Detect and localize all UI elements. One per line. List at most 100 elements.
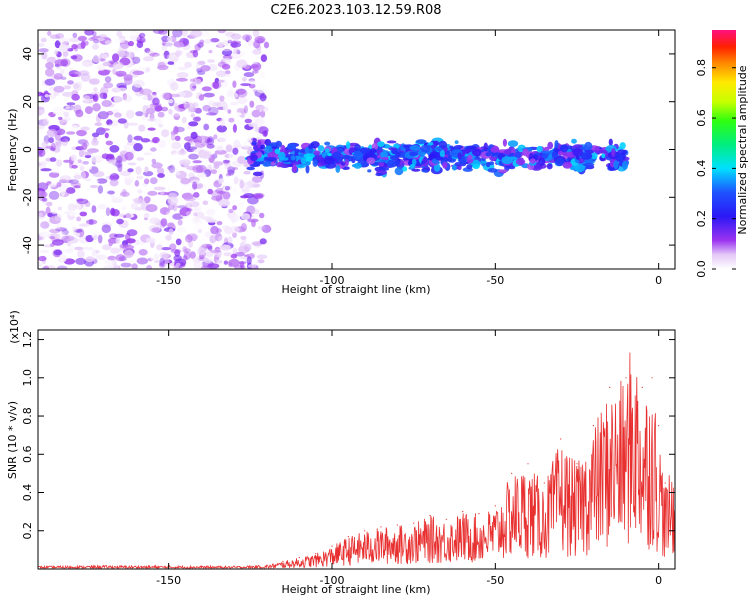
spectrogram-blob <box>176 72 189 79</box>
spectrogram-blob <box>240 83 252 87</box>
spectrogram-blob <box>205 218 217 223</box>
spectrogram-blob <box>234 252 245 257</box>
spectrogram-blob <box>633 0 637 4</box>
spectrogram-blob <box>251 114 262 124</box>
spectrogram-blob <box>208 106 219 116</box>
spectrogram-blob <box>212 81 220 89</box>
spectrogram-blob <box>259 93 267 102</box>
spectrogram-blob <box>53 145 61 153</box>
spectrogram-blob <box>125 51 134 58</box>
spectrogram-blob <box>151 227 161 233</box>
spectrogram-blob <box>447 154 452 163</box>
spectrogram-blob <box>109 174 114 181</box>
spectrogram-blob <box>154 105 163 112</box>
spectrogram-xtick-label: 0 <box>655 274 662 287</box>
spectrogram-blob <box>659 0 668 4</box>
spectrogram-blob <box>194 107 202 114</box>
spectrogram-blob <box>38 210 46 217</box>
spectrogram-blob <box>206 138 213 143</box>
spectrogram-blob <box>290 155 296 161</box>
spectrogram-blob <box>232 167 238 170</box>
spectrogram-blob <box>228 152 233 161</box>
spectrogram-blob <box>61 138 69 147</box>
spectrogram-blob <box>246 205 256 215</box>
spectrogram-blob <box>75 80 84 85</box>
spectrogram-blob <box>402 144 409 148</box>
spectrogram-blob <box>195 164 207 173</box>
spectrogram-blob <box>457 152 462 160</box>
spectrogram-blob <box>483 142 488 152</box>
spectrogram-blob <box>221 181 230 187</box>
spectrogram-blob <box>168 93 181 98</box>
spectrogram-blob <box>166 211 171 216</box>
spectrogram-blob <box>202 104 211 112</box>
spectrogram-blob <box>657 0 665 2</box>
spectrogram-blob <box>58 37 71 44</box>
spectrogram-blob <box>300 157 307 164</box>
snr-data-point <box>592 425 594 427</box>
spectrogram-blob <box>639 0 649 3</box>
spectrogram-blob <box>58 254 67 263</box>
spectrogram-blob <box>292 164 297 173</box>
spectrogram-blob <box>42 244 54 248</box>
spectrogram-blob <box>466 145 476 151</box>
snr-ytick-label: 0.2 <box>21 522 34 540</box>
spectrogram-blob <box>150 177 158 185</box>
spectrogram-blob <box>143 56 155 62</box>
spectrogram-blob <box>244 118 252 124</box>
spectrogram-blob <box>210 38 220 43</box>
spectrogram-blob <box>170 132 176 141</box>
spectrogram-blob <box>256 254 268 260</box>
spectrogram-blob <box>225 173 232 177</box>
spectrogram-blob <box>91 155 103 164</box>
spectrogram-blob <box>260 144 266 150</box>
spectrogram-blob <box>135 166 142 175</box>
spectrogram-blob <box>479 159 487 164</box>
spectrogram-blob <box>68 37 81 43</box>
spectrogram-blob <box>101 153 110 159</box>
spectrogram-blob <box>61 229 69 236</box>
spectrogram-blob <box>151 162 163 169</box>
spectrogram-blob <box>377 141 385 148</box>
spectrogram-blob <box>159 251 169 260</box>
spectrogram-blob <box>660 0 671 4</box>
spectrogram-blob <box>43 220 52 229</box>
spectrogram-blob <box>183 102 195 110</box>
spectrogram-blob <box>132 70 145 76</box>
spectrogram-blob <box>522 148 530 157</box>
spectrogram-blob <box>324 148 330 153</box>
spectrogram-blob <box>146 264 153 269</box>
spectrogram-blob <box>222 244 232 251</box>
spectrogram-blob <box>235 112 242 116</box>
spectrogram-blob <box>584 141 593 151</box>
spectrogram-blob <box>249 154 258 162</box>
spectrogram-blob <box>216 145 224 152</box>
spectrogram-blob <box>48 55 55 63</box>
spectrogram-blob <box>637 0 647 4</box>
spectrogram-blob <box>203 123 210 131</box>
spectrogram-blob <box>243 181 254 189</box>
spectrogram-blob <box>555 157 565 167</box>
spectrogram-blob <box>91 205 97 213</box>
spectrogram-blob <box>156 167 165 175</box>
spectrogram-blob <box>227 109 232 114</box>
spectrogram-blob <box>252 138 257 142</box>
spectrogram-blob <box>213 134 218 140</box>
spectrogram-blob <box>631 0 639 3</box>
spectrogram-blob <box>149 217 160 225</box>
spectrogram-blob <box>642 0 650 2</box>
spectrogram-blob <box>540 150 553 154</box>
spectrogram-blob <box>61 91 74 97</box>
spectrogram-blob <box>287 143 297 150</box>
spectrogram-blob <box>619 142 626 150</box>
spectrogram-blob <box>667 0 679 4</box>
spectrogram-blob <box>658 0 667 2</box>
spectrogram-blob <box>601 153 606 159</box>
spectrogram-blob <box>216 259 223 264</box>
spectrogram-blob <box>262 161 272 167</box>
spectrogram-blob <box>71 164 78 169</box>
spectrogram-blob <box>84 154 92 159</box>
spectrogram-blob <box>243 93 253 99</box>
spectrogram-blob <box>257 139 262 148</box>
spectrogram-blob <box>48 171 60 178</box>
